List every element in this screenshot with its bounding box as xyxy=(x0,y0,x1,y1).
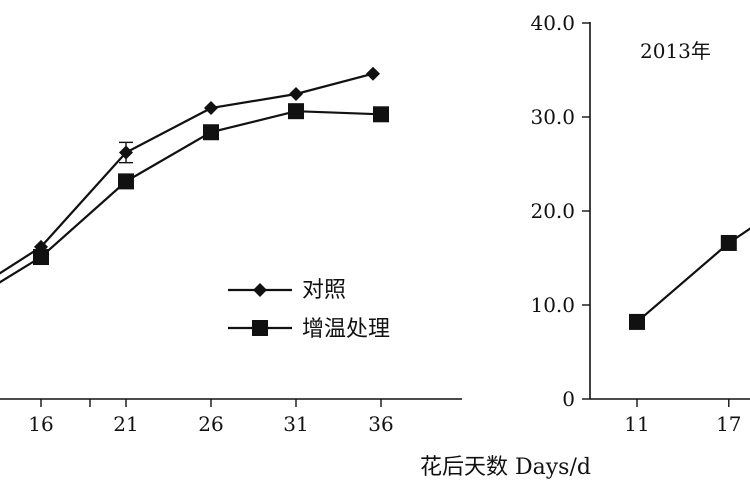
right-y-ticks: 0 10.0 20.0 30.0 40.0 xyxy=(530,11,590,411)
right-x-tick-label: 17 xyxy=(716,412,741,436)
right-panel: 0 10.0 20.0 30.0 40.0 11 17 2013年 xyxy=(530,11,750,436)
right-y-tick-label: 30.0 xyxy=(530,105,575,129)
legend-marker-control xyxy=(253,283,267,297)
legend-label-warming: 增温处理 xyxy=(302,317,390,342)
legend-label-control: 对照 xyxy=(302,278,346,303)
point-warming xyxy=(203,124,219,141)
legend-marker-warming xyxy=(252,320,268,336)
point-warming xyxy=(373,106,389,123)
right-x-ticks: 11 17 xyxy=(624,399,742,436)
series-line-warming xyxy=(0,110,382,284)
left-series xyxy=(0,66,389,284)
left-panel: 16 21 26 31 36 对照 增温处理 xyxy=(0,66,462,436)
x-axis-title: 花后天数 Days/d xyxy=(420,455,591,480)
point-warming xyxy=(118,173,134,190)
point-warming xyxy=(288,103,304,120)
right-x-tick-label: 11 xyxy=(624,412,649,436)
right-point xyxy=(629,313,645,330)
series-line-control xyxy=(0,72,374,275)
right-y-tick-label: 10.0 xyxy=(530,293,575,317)
legend: 对照 增温处理 xyxy=(228,278,390,342)
left-x-ticks: 16 21 26 31 36 xyxy=(28,399,394,436)
left-x-tick-label: 36 xyxy=(368,412,393,436)
left-x-tick-label: 21 xyxy=(113,412,138,436)
right-y-tick-label: 40.0 xyxy=(530,11,575,35)
right-series xyxy=(629,227,750,330)
panel-year-label: 2013年 xyxy=(640,39,711,63)
point-control xyxy=(204,101,218,116)
right-y-tick-label: 0 xyxy=(562,387,575,411)
point-warming xyxy=(33,249,49,266)
right-y-tick-label: 20.0 xyxy=(530,199,575,223)
right-point xyxy=(720,234,737,251)
point-control xyxy=(366,66,380,81)
left-x-tick-label: 16 xyxy=(28,412,53,436)
left-x-tick-label: 31 xyxy=(283,412,308,436)
left-x-tick-label: 26 xyxy=(198,412,223,436)
point-control xyxy=(289,87,303,102)
